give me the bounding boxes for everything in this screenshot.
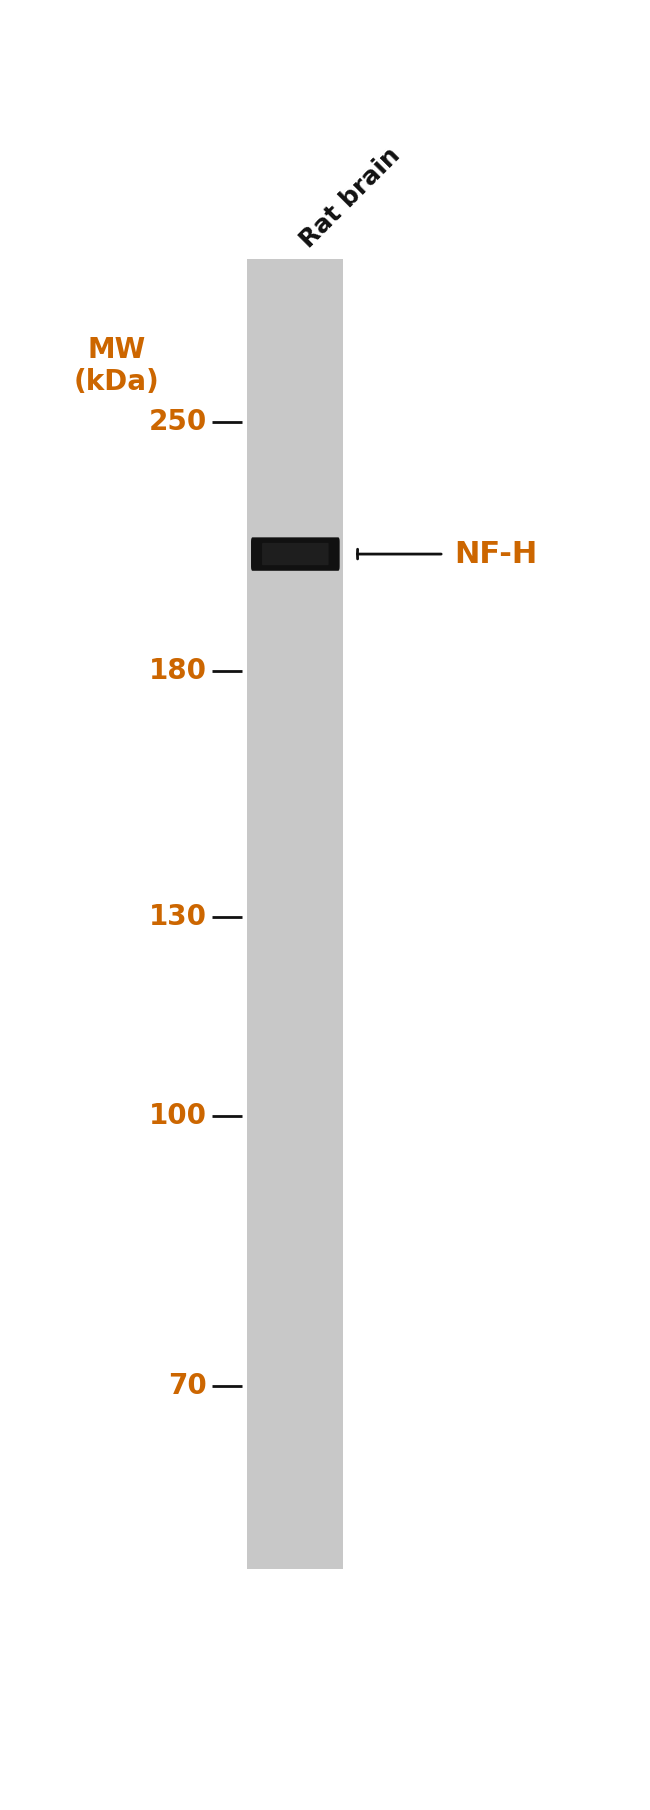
Text: MW
(kDa): MW (kDa) xyxy=(73,337,159,396)
Bar xyxy=(248,259,343,1569)
Text: NF-H: NF-H xyxy=(454,539,538,568)
Text: Rat brain: Rat brain xyxy=(295,143,405,252)
Text: 180: 180 xyxy=(150,657,207,684)
FancyBboxPatch shape xyxy=(251,538,340,570)
Text: 130: 130 xyxy=(150,903,207,932)
FancyBboxPatch shape xyxy=(262,543,329,565)
Text: 250: 250 xyxy=(149,407,207,436)
Text: 70: 70 xyxy=(168,1372,207,1401)
Text: 100: 100 xyxy=(150,1102,207,1129)
